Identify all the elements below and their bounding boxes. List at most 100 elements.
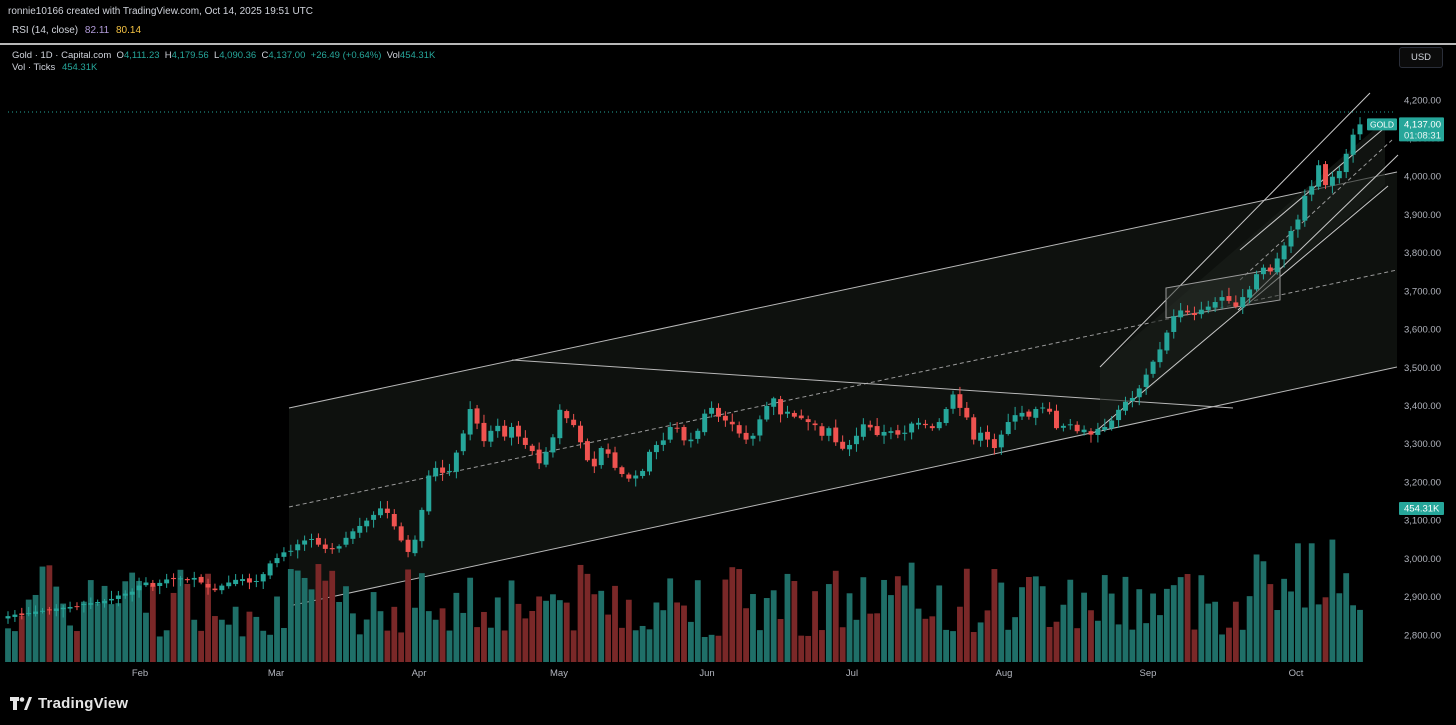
volume-bar [32, 594, 39, 662]
volume-bar [129, 572, 136, 662]
candle-body [336, 546, 342, 549]
volume-bar [922, 618, 929, 662]
volume-bar [646, 629, 653, 662]
candle-body [522, 437, 528, 445]
volume-bar [1122, 576, 1129, 662]
volume-bar [1170, 585, 1177, 662]
volume-bar [1039, 586, 1046, 662]
volume-bar [1253, 554, 1260, 662]
volume-bar [736, 569, 743, 662]
candle-body [667, 426, 673, 440]
candle-body [143, 582, 149, 586]
trend-channels[interactable] [8, 92, 1399, 607]
volume-bar [543, 600, 549, 662]
volume-bar [1308, 543, 1315, 662]
volume-bar [1212, 601, 1219, 662]
volume-bar [115, 603, 122, 662]
candle-body [1060, 425, 1066, 428]
candle-body [474, 408, 480, 424]
pane-separator[interactable] [0, 43, 1456, 45]
volume-bar [1336, 593, 1343, 662]
volume-bar [963, 568, 970, 662]
candle-body [515, 425, 521, 437]
candle-body [578, 425, 584, 443]
candle-body [1095, 428, 1101, 435]
y-tick-label: 3,500.00 [1404, 363, 1441, 374]
candle-body [357, 525, 363, 533]
candle-body [991, 439, 997, 449]
candle-body [309, 538, 314, 540]
candle-body [771, 398, 777, 407]
volume-legend[interactable]: Vol · Ticks 454.31K [12, 62, 97, 73]
candle-body [688, 439, 694, 442]
big-channel-fill [289, 172, 1397, 606]
candle-body [240, 579, 246, 582]
volume-bar [1067, 579, 1074, 662]
x-tick-label: Oct [1289, 668, 1304, 679]
currency-button[interactable]: USD [1399, 47, 1443, 68]
volume-bar [253, 616, 260, 662]
volume-bar [487, 627, 494, 662]
volume-bar [432, 619, 439, 662]
candle-body [1026, 411, 1032, 417]
candle-body [791, 412, 797, 417]
volume-bar [94, 603, 101, 662]
consolidation-box[interactable] [1165, 267, 1281, 319]
time-axis[interactable]: Feb Mar Apr May Jun Jul Aug Sep Oct [132, 668, 1304, 679]
steep-channel-upper[interactable] [1099, 92, 1371, 368]
y-tick-label: 3,400.00 [1404, 401, 1441, 412]
candle-body [1005, 422, 1011, 435]
volume-bar [750, 594, 756, 662]
volume-bar [536, 596, 543, 662]
candle-body [467, 409, 473, 435]
candle-body [640, 470, 646, 476]
volume-bar [1246, 596, 1253, 662]
tradingview-logo[interactable]: TradingView [10, 695, 128, 712]
volume-bar [1350, 605, 1356, 662]
volume-bar [281, 627, 287, 662]
volume-bar [1343, 573, 1350, 662]
candle-body [1040, 407, 1046, 409]
volume-bar [1274, 610, 1281, 662]
symbol-legend[interactable]: Gold · 1D · Capital.com O4,111.23 H4,179… [12, 50, 435, 61]
volume-bar [1019, 587, 1025, 662]
candle-body [1088, 431, 1094, 435]
candle-body [95, 602, 101, 604]
volume-bar [763, 598, 770, 662]
candle-body [453, 452, 459, 472]
rsi-legend[interactable]: RSI (14, close) 82.11 80.14 [12, 25, 141, 36]
candle-body [302, 540, 308, 545]
volume-bar [163, 630, 170, 662]
volume-bar [943, 629, 950, 662]
candle-body [736, 425, 742, 434]
volume-bar [322, 580, 329, 662]
price-axis[interactable]: 2,800.00 2,900.00 3,000.00 3,100.00 3,200.00… [1404, 95, 1441, 641]
candle-body [902, 432, 908, 434]
volume-bar [908, 562, 915, 662]
candle-body [598, 448, 604, 466]
volume-bar [398, 632, 405, 662]
last-price-label: 4,137.00 [1404, 119, 1441, 130]
candle-body [343, 537, 349, 545]
big-channel-upper[interactable] [288, 171, 1398, 409]
steep-channel-lower[interactable] [1094, 185, 1389, 433]
candle-body [605, 449, 611, 454]
candle-body [1274, 258, 1280, 273]
created-by-label: ronnie10166 created with TradingView.com… [8, 6, 313, 17]
candle-body [626, 474, 632, 479]
price-chart[interactable]: 2,800.00 2,900.00 3,000.00 3,100.00 3,200.00… [0, 0, 1456, 683]
candle-body [819, 426, 825, 436]
volume-bar [246, 611, 253, 662]
candle-body [53, 608, 59, 611]
volume-bar [39, 566, 46, 662]
volume-bar [1232, 601, 1239, 662]
volume-bar [260, 630, 267, 662]
candle-body [805, 419, 811, 423]
volume-bar [1322, 597, 1329, 662]
volume-bar [1081, 592, 1087, 662]
candle-body [1102, 426, 1108, 430]
candle-body [1164, 332, 1170, 351]
volume-bar [846, 593, 853, 662]
candle-body [529, 445, 535, 452]
candle-body [847, 444, 853, 450]
